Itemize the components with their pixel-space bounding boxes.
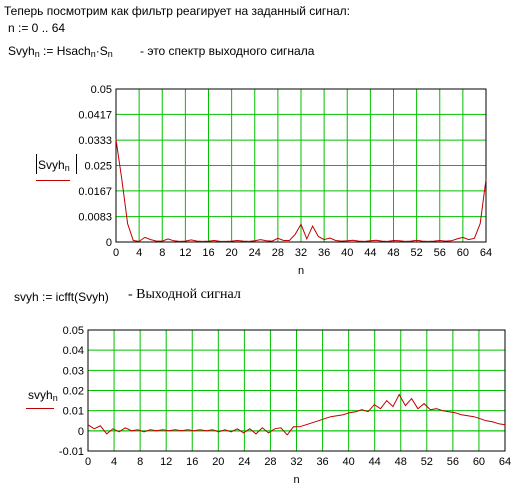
y-tick-label: 0.0417 [78,109,112,121]
x-tick-label: 40 [341,247,353,259]
x-tick-label: 32 [290,456,302,468]
y-tick-label: 0.05 [63,325,84,337]
y-tick-label: 0.03 [63,365,84,377]
spectrum-comment: - это спектр выходного сигнала [140,44,315,58]
abs-bar-right [76,154,77,174]
x-tick-label: 12 [160,456,172,468]
abs-bar-left [36,154,37,174]
x-tick-label: 64 [480,247,492,259]
x-tick-label: 0 [113,247,119,259]
x-tick-label: 4 [111,456,117,468]
plot-frame [115,88,487,243]
series-trace [115,139,487,242]
y-tick-label: 0.05 [91,84,112,96]
y-tick-label: -0.01 [59,446,84,458]
series-trace [87,393,506,436]
x-tick-label: 52 [411,247,423,259]
y-tick-label: 0 [106,237,112,249]
spectrum-mid-sub: n [90,49,96,59]
y-tick-label: 0.025 [84,161,112,173]
chart2-ylabel: svyhn [28,388,58,405]
x-tick-label: 64 [499,456,511,468]
plot-frame [87,329,506,452]
chart1-legend-line [36,180,70,181]
x-tick-label: 36 [318,247,330,259]
ifft-comment: - Выходной сигнал [128,287,241,302]
x-tick-label: 48 [387,247,399,259]
chart2-ylabel-sub: n [52,393,58,403]
spectrum-dot: ·S [95,44,108,58]
spectrum-lhs: Svyh [8,44,35,58]
spectrum-end-sub: n [107,49,113,59]
x-tick-label: 44 [369,456,381,468]
x-tick-label: 60 [473,456,485,468]
x-tick-label: 52 [421,456,433,468]
spectrum-assign: := Hsach [39,44,91,58]
x-tick-label: 56 [434,247,446,259]
x-tick-label: 36 [316,456,328,468]
x-tick-label: 0 [85,456,91,468]
x-tick-label: 60 [457,247,469,259]
range-definition[interactable]: n := 0 .. 64 [8,21,66,35]
x-tick-label: 4 [136,247,142,259]
chart2-ylabel-text: svyh [28,388,53,402]
x-axis-label: n [298,265,304,277]
x-tick-label: 28 [272,247,284,259]
x-tick-label: 16 [202,247,214,259]
intro-text: Теперь посмотрим как фильтр реагирует на… [4,4,350,18]
y-tick-label: 0.04 [63,345,84,357]
chart1-ylabel-sub: n [64,163,70,173]
y-tick-label: 0.02 [63,386,84,398]
x-tick-label: 20 [212,456,224,468]
x-tick-label: 48 [395,456,407,468]
y-tick-label: 0.0167 [78,186,112,198]
y-tick-label: 0.01 [63,406,84,418]
x-tick-label: 12 [179,247,191,259]
y-tick-label: 0 [78,426,84,438]
chart2-plot[interactable]: 0 4 8 12 16 20 24 28 32 36 40 44 48 52 56 60 64-0.0100.0… [59,325,511,486]
chart1-ylabel-text: Svyh [38,158,65,172]
x-tick-label: 24 [249,247,261,259]
x-tick-label: 32 [295,247,307,259]
chart1-plot[interactable]: 0 4 8 12 16 20 24 28 32 36 40 44 48 52 56 60 6400.00830.… [78,84,492,277]
x-tick-label: 20 [226,247,238,259]
x-tick-label: 16 [186,456,198,468]
x-tick-label: 8 [137,456,143,468]
ifft-definition[interactable]: svyh := icfft(Svyh) [14,290,109,304]
chart1-ylabel: Svyhn [38,158,70,175]
x-tick-label: 44 [364,247,376,259]
spectrum-lhs-sub: n [34,49,40,59]
spectrum-definition[interactable]: Svyhn := Hsachn·Sn [8,44,113,61]
x-tick-label: 24 [238,456,250,468]
x-tick-label: 40 [343,456,355,468]
x-tick-label: 8 [159,247,165,259]
y-tick-label: 0.0333 [78,135,112,147]
y-tick-label: 0.0083 [78,212,112,224]
x-tick-label: 28 [264,456,276,468]
x-axis-label: n [293,474,299,486]
chart2-legend-line [26,408,54,409]
x-tick-label: 56 [447,456,459,468]
